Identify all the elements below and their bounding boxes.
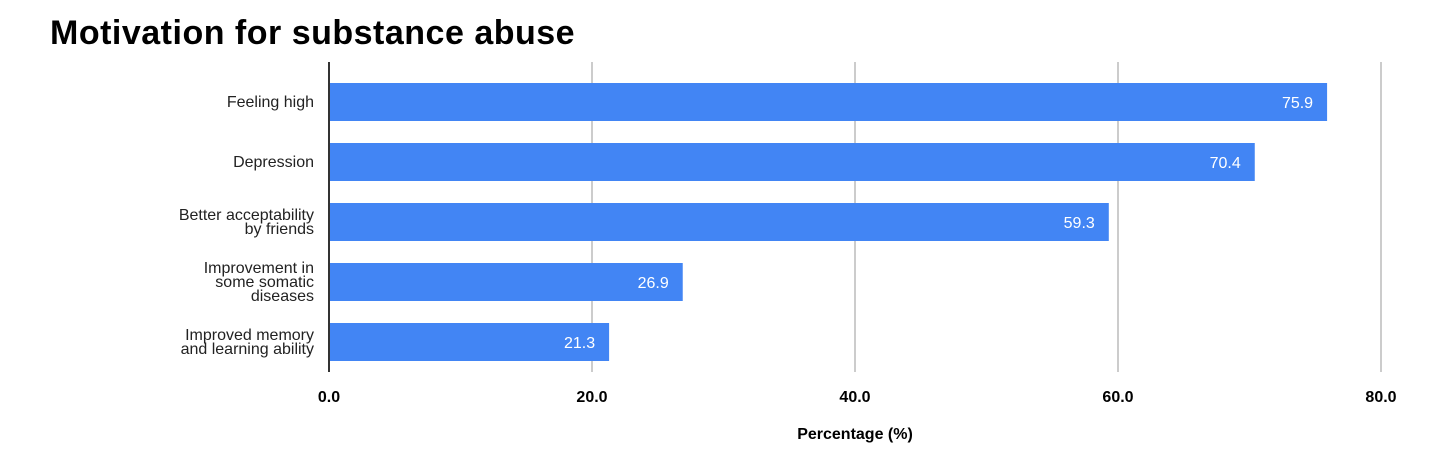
x-tick-label: 40.0 <box>839 389 870 406</box>
x-axis-title: Percentage (%) <box>797 426 913 443</box>
x-tick-label: 80.0 <box>1365 389 1396 406</box>
x-tick-label: 0.0 <box>318 389 340 406</box>
bar <box>329 323 610 361</box>
category-label: Improvement in some somatic diseases <box>204 260 314 305</box>
bar <box>329 83 1328 121</box>
category-label: Better acceptability by friends <box>179 207 314 238</box>
data-label: 59.3 <box>1064 215 1095 232</box>
labels: 0.0 20.0 40.0 60.0 80.0 75.9 Feeling high 70.4 D… <box>179 94 1397 406</box>
category-label: Depression <box>233 154 314 171</box>
data-label: 70.4 <box>1210 155 1241 172</box>
data-label: 21.3 <box>564 335 595 352</box>
category-label: Improved memory and learning ability <box>181 327 314 358</box>
bars <box>329 83 1328 361</box>
x-tick-label: 60.0 <box>1102 389 1133 406</box>
bar <box>329 203 1109 241</box>
category-label: Feeling high <box>227 94 314 111</box>
bar <box>329 143 1255 181</box>
bar <box>329 263 683 301</box>
data-label: 75.9 <box>1282 95 1313 112</box>
x-tick-label: 20.0 <box>576 389 607 406</box>
chart-title: Motivation for substance abuse <box>50 14 576 52</box>
data-label: 26.9 <box>638 275 669 292</box>
